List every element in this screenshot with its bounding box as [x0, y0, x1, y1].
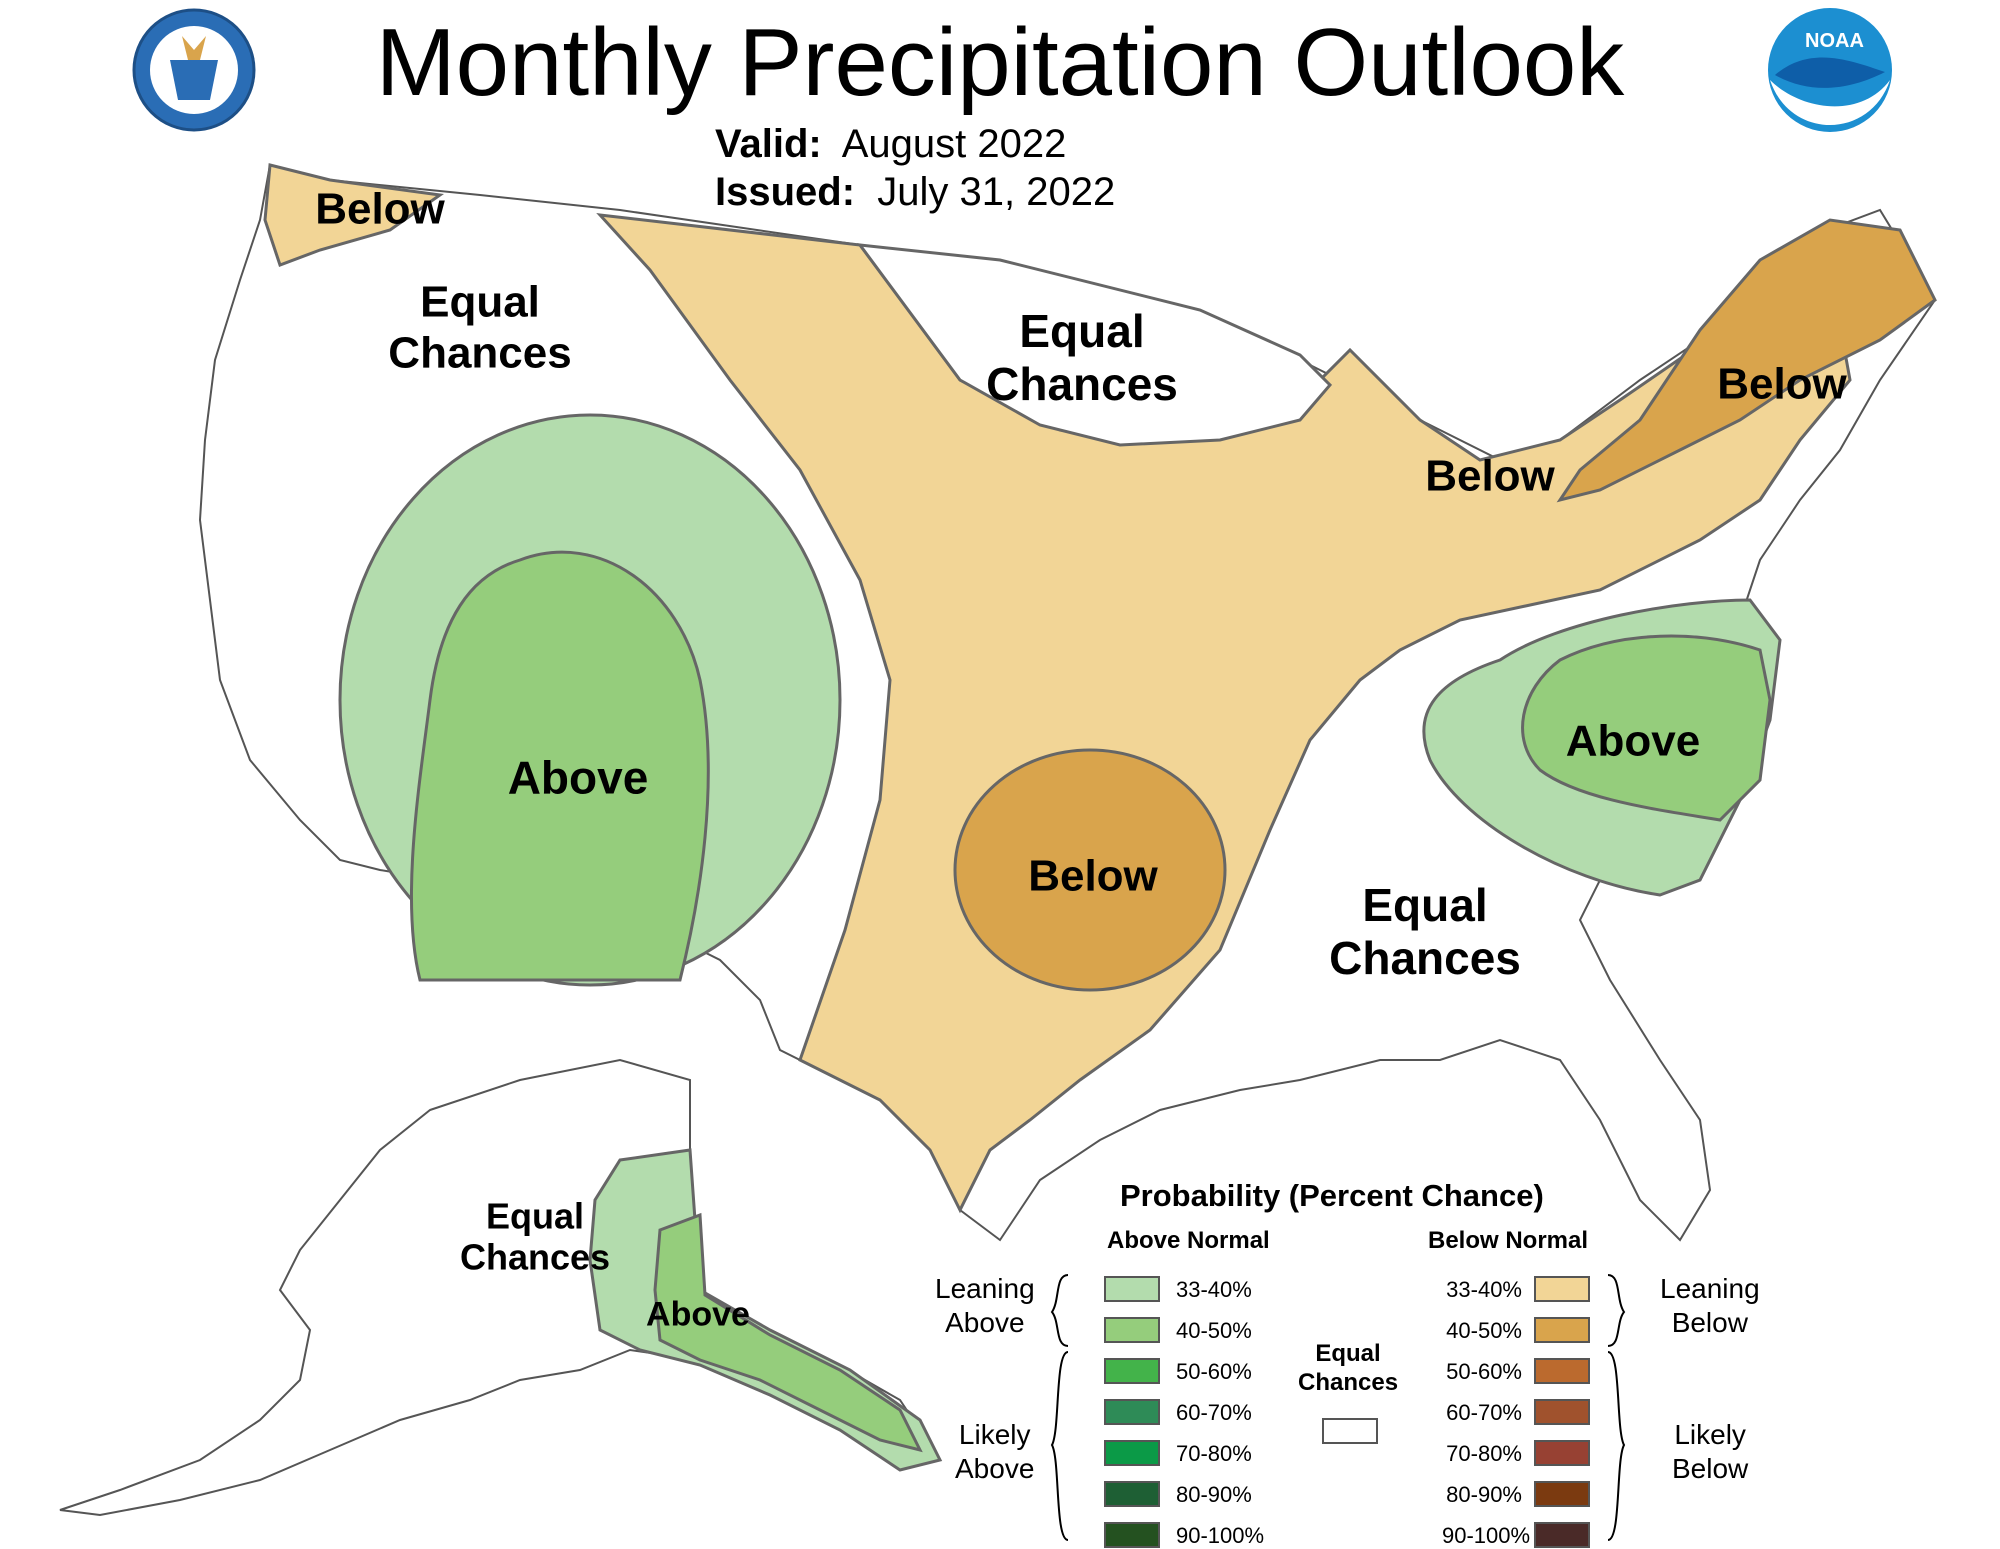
region-southwest-above-40-50	[409, 550, 710, 982]
below-bin-swatch	[1534, 1440, 1590, 1466]
label-michigan-below: Below	[1425, 451, 1555, 501]
alaska-outline	[59, 1058, 942, 1517]
above-bin-swatch	[1104, 1276, 1160, 1302]
region-mid-atlantic-above-40-50	[1521, 634, 1772, 822]
above-bin-swatch	[1104, 1358, 1160, 1384]
legend-equal-chances: Equal Chances	[1298, 1340, 1399, 1396]
label-alaska-above: Above	[646, 1295, 750, 1334]
alaska-above-40-50	[653, 1212, 923, 1453]
department-of-commerce-seal	[132, 8, 256, 132]
issued-date: Issued: July 31, 2022	[715, 170, 1115, 215]
legend-likely-above: Likely Above	[955, 1419, 1035, 1484]
below-bin-swatch	[1534, 1481, 1590, 1507]
above-bin-swatch	[1104, 1317, 1160, 1343]
above-bin-label: 90-100%	[1176, 1523, 1265, 1548]
noaa-logo-text: NOAA	[1805, 30, 1864, 52]
label-oklahoma-below: Below	[1028, 851, 1158, 901]
below-bin-swatch	[1534, 1317, 1590, 1343]
below-bin-label: 90-100%	[1442, 1523, 1531, 1548]
legend-leaning-above: Leaning Above	[935, 1273, 1035, 1338]
issued-value: July 31, 2022	[877, 170, 1116, 214]
valid-value: August 2022	[841, 122, 1067, 166]
legend-title: Probability (Percent Chance)	[1120, 1178, 1544, 1213]
region-northeast-below-40-50	[1556, 218, 1937, 503]
above-bin-label: 40-50%	[1176, 1318, 1252, 1343]
below-bin-swatch	[1534, 1522, 1590, 1548]
above-bin-label: 80-90%	[1176, 1482, 1252, 1507]
below-bin-label: 70-80%	[1446, 1441, 1522, 1466]
label-alaska-equal-chances: Equal Chances	[459, 1195, 611, 1278]
label-north-equal-chances: Equal Chances	[986, 305, 1178, 410]
above-bin-swatch	[1104, 1522, 1160, 1548]
valid-date: Valid: August 2022	[715, 122, 1066, 167]
label-mid-atlantic-above: Above	[1565, 716, 1701, 766]
valid-label: Valid:	[715, 122, 822, 166]
below-bin-swatch	[1534, 1276, 1590, 1302]
below-bin-swatch	[1534, 1399, 1590, 1425]
legend-likely-below: Likely Below	[1672, 1419, 1749, 1484]
label-pnw-below: Below	[315, 184, 445, 234]
above-bin-swatch	[1104, 1481, 1160, 1507]
region-north-equal-chances	[856, 243, 1333, 447]
below-bin-label: 80-90%	[1446, 1482, 1522, 1507]
above-bin-label: 60-70%	[1176, 1400, 1252, 1425]
label-southwest-above: Above	[507, 751, 649, 804]
region-plains-below-33-40	[596, 213, 1852, 1214]
label-northeast-below: Below	[1717, 359, 1847, 409]
legend-leaning-below: Leaning Below	[1660, 1273, 1760, 1338]
noaa-logo	[1768, 8, 1892, 132]
legend-above-header: Above Normal	[1107, 1227, 1270, 1254]
above-bin-swatch	[1104, 1399, 1160, 1425]
legend-equal-chances-swatch	[1322, 1418, 1378, 1444]
below-bin-swatch	[1534, 1358, 1590, 1384]
below-bin-label: 33-40%	[1446, 1277, 1522, 1302]
label-southeast-equal-chances: Equal Chances	[1329, 879, 1521, 984]
above-bin-swatch	[1104, 1440, 1160, 1466]
below-bin-label: 50-60%	[1446, 1359, 1522, 1384]
above-bin-label: 50-60%	[1176, 1359, 1252, 1384]
issued-label: Issued:	[715, 170, 856, 214]
page-title: Monthly Precipitation Outlook	[375, 9, 1625, 116]
below-bin-label: 60-70%	[1446, 1400, 1522, 1425]
below-bin-label: 40-50%	[1446, 1318, 1522, 1343]
above-bin-label: 70-80%	[1176, 1441, 1252, 1466]
legend-below-header: Below Normal	[1428, 1227, 1589, 1254]
region-oklahoma-below-40-50	[953, 748, 1227, 992]
region-pnw-below	[263, 163, 444, 267]
label-west-equal-chances: Equal Chances	[388, 277, 572, 377]
above-bin-label: 33-40%	[1176, 1277, 1252, 1302]
